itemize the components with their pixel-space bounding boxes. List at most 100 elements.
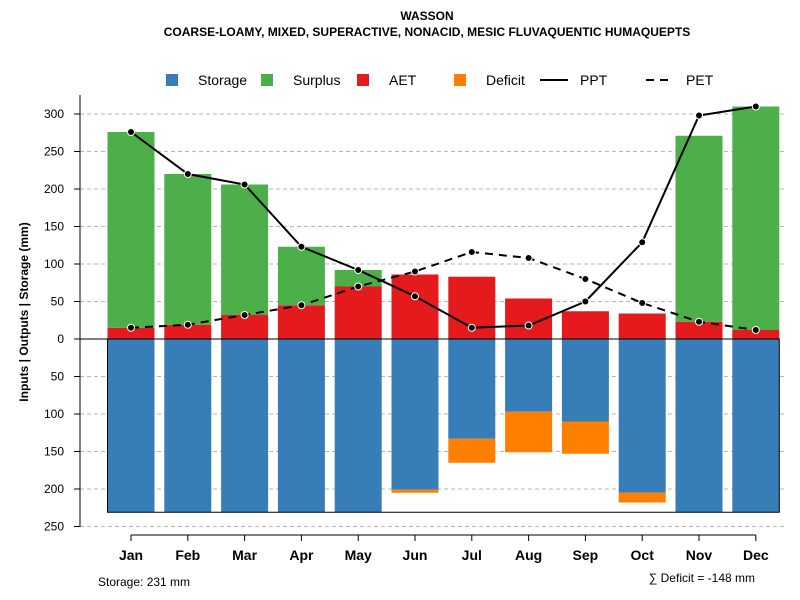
- y-tick-label: 150: [44, 445, 64, 459]
- pet-line: [130, 250, 756, 331]
- storage-bar: [391, 339, 439, 490]
- deficit-sum-note: ∑ Deficit = -148 mm: [649, 571, 755, 585]
- pet-point: [751, 326, 760, 334]
- x-tick-label: May: [345, 547, 372, 563]
- pet-point: [467, 248, 476, 256]
- y-tick-label: 250: [44, 145, 64, 159]
- aet-bar: [618, 313, 666, 339]
- ppt-point: [127, 128, 135, 136]
- deficit-bar: [391, 489, 439, 493]
- aet-bar: [277, 305, 325, 339]
- surplus-bar: [107, 132, 155, 328]
- pet-point: [354, 282, 363, 291]
- storage-bar: [164, 339, 212, 513]
- y-tick-label: 200: [44, 482, 64, 496]
- chart-title: WASSON: [400, 9, 453, 23]
- aet-bar: [561, 311, 609, 339]
- legend-label: PPT: [580, 72, 608, 88]
- legend-label: Storage: [198, 72, 247, 88]
- deficit-bar: [448, 438, 496, 463]
- storage-bar: [107, 339, 155, 513]
- legend-label: Deficit: [486, 72, 525, 88]
- storage-bar: [732, 339, 780, 513]
- chart-subtitle: COARSE-LOAMY, MIXED, SUPERACTIVE, NONACI…: [164, 25, 690, 39]
- x-tick-label: Jan: [119, 547, 143, 563]
- storage-bar: [675, 339, 723, 513]
- storage-bar: [505, 339, 553, 412]
- pet-point: [127, 323, 135, 332]
- x-tick-label: Feb: [175, 547, 200, 563]
- series-lines: [127, 102, 760, 334]
- y-tick-label: 150: [44, 220, 64, 234]
- surplus-bar: [732, 106, 780, 330]
- bars: [107, 106, 780, 513]
- storage-bar: [448, 339, 496, 439]
- y-tick-label: 100: [44, 407, 64, 421]
- storage-bar: [561, 339, 609, 422]
- ppt-point: [467, 323, 476, 332]
- legend-swatch: [454, 74, 466, 86]
- pet-point: [695, 317, 703, 326]
- aet-bar: [391, 274, 439, 339]
- surplus-bar: [675, 135, 723, 322]
- storage-bar: [334, 339, 382, 513]
- storage-bar: [221, 339, 269, 513]
- storage-bar: [277, 339, 325, 513]
- ppt-point: [524, 321, 533, 330]
- ppt-point: [354, 266, 363, 274]
- y-tick-label: 0: [57, 332, 64, 346]
- deficit-bar: [505, 411, 553, 453]
- aet-bar: [732, 330, 780, 339]
- deficit-bar: [561, 421, 609, 454]
- storage-bar: [618, 339, 666, 493]
- y-tick-label: 200: [44, 182, 64, 196]
- pet-point: [638, 299, 647, 307]
- x-tick-label: Apr: [289, 547, 314, 563]
- surplus-bar: [164, 174, 212, 325]
- ppt-point: [297, 242, 306, 251]
- pet-point: [240, 311, 249, 319]
- y-tick-label: 50: [51, 295, 65, 309]
- legend-swatch: [261, 74, 273, 86]
- ppt-point: [638, 238, 647, 247]
- ppt-point: [751, 102, 760, 111]
- deficit-bar: [618, 492, 666, 503]
- aet-bar: [334, 286, 382, 339]
- x-tick-label: Dec: [743, 547, 769, 563]
- x-tick-label: Jul: [462, 547, 482, 563]
- pet-point: [524, 254, 533, 262]
- y-tick-label: 300: [44, 107, 64, 121]
- pet-point: [581, 275, 590, 283]
- ppt-point: [695, 111, 703, 120]
- x-tick-label: Oct: [631, 547, 655, 563]
- surplus-bar: [277, 246, 325, 306]
- legend-swatch: [166, 74, 178, 86]
- ppt-point: [183, 170, 192, 178]
- ppt-point: [581, 297, 590, 306]
- axes: 300 250 200 150 100 50 0 50 100 150 200 250 Jan Feb Ma…: [44, 95, 779, 563]
- y-tick-label: 250: [44, 520, 64, 534]
- y-axis-label: Inputs | Outputs | Storage (mm): [17, 222, 31, 401]
- legend: Storage Surplus AET Deficit PPT PET: [166, 72, 714, 88]
- x-tick-label: Nov: [686, 547, 713, 563]
- aet-bar: [675, 321, 723, 339]
- aet-bar: [107, 327, 155, 339]
- ppt-point: [240, 180, 249, 189]
- ppt-point: [411, 292, 419, 301]
- y-tick-label: 100: [44, 257, 64, 271]
- ppt-line: [130, 105, 756, 329]
- legend-label: PET: [686, 72, 714, 88]
- x-tick-label: Mar: [232, 547, 257, 563]
- pet-point: [297, 301, 306, 310]
- legend-label: Surplus: [293, 72, 340, 88]
- pet-point: [411, 267, 419, 276]
- aet-bar: [164, 324, 212, 339]
- storage-note: Storage: 231 mm: [98, 575, 190, 589]
- surplus-bar: [221, 184, 269, 315]
- pet-point: [183, 320, 192, 329]
- legend-swatch: [357, 74, 369, 86]
- legend-label: AET: [389, 72, 417, 88]
- x-tick-label: Jun: [403, 547, 428, 563]
- y-tick-label: 50: [51, 370, 65, 384]
